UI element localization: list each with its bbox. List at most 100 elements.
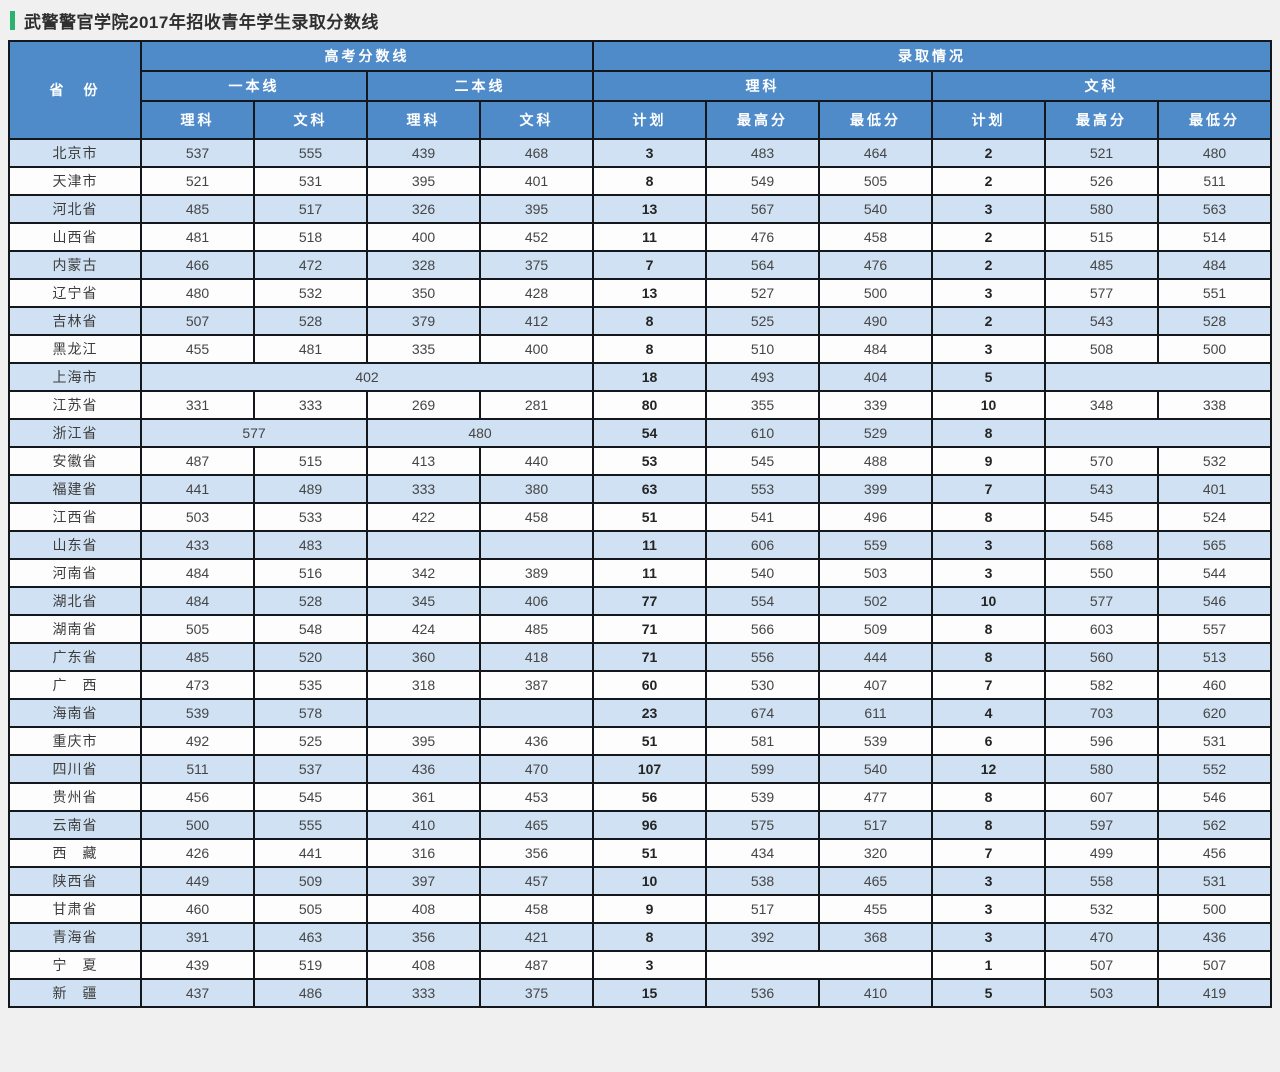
score-cell: 599 — [705, 754, 820, 784]
table-row: 宁 夏 439 519 408 487 3 1 507 507 — [8, 950, 1273, 980]
table-row: 河北省 485 517 326 395 13 567 540 3 580 563 — [8, 194, 1273, 224]
score-cell: 513 — [1156, 642, 1273, 672]
score-cell: 333 — [253, 390, 368, 420]
score-cell: 449 — [140, 866, 255, 896]
score-cell: 507 — [140, 306, 255, 336]
score-cell: 452 — [479, 222, 594, 252]
table-row: 江苏省 331 333 269 281 80 355 339 10 348 338 — [8, 390, 1273, 420]
score-cell: 607 — [1044, 782, 1159, 812]
score-cell: 407 — [818, 670, 933, 700]
province-cell: 重庆市 — [8, 726, 142, 756]
score-cell: 543 — [1044, 474, 1159, 504]
table-row: 贵州省 456 545 361 453 56 539 477 8 607 546 — [8, 782, 1273, 812]
score-cell: 546 — [1156, 586, 1273, 616]
score-cell: 375 — [479, 978, 594, 1008]
score-cell: 56 — [592, 782, 707, 812]
score-cell: 335 — [366, 334, 481, 364]
header-arts-min: 最低分 — [1156, 100, 1273, 140]
score-cell: 516 — [253, 558, 368, 588]
score-cell: 422 — [366, 502, 481, 532]
header-science-plan: 计划 — [592, 100, 707, 140]
score-cell: 528 — [1156, 306, 1273, 336]
score-cell: 456 — [1156, 838, 1273, 868]
score-cell: 509 — [818, 614, 933, 644]
score-cell: 468 — [479, 138, 594, 168]
score-cell: 60 — [592, 670, 707, 700]
score-cell: 8 — [592, 306, 707, 336]
score-cell — [1043, 418, 1273, 448]
score-cell: 518 — [253, 222, 368, 252]
score-cell — [366, 698, 481, 728]
score-cell: 410 — [366, 810, 481, 840]
score-cell: 63 — [592, 474, 707, 504]
score-cell: 606 — [705, 530, 820, 560]
score-cell: 511 — [1156, 166, 1273, 196]
score-cell: 391 — [140, 922, 255, 952]
score-cell: 436 — [479, 726, 594, 756]
score-cell: 515 — [253, 446, 368, 476]
score-cell: 433 — [140, 530, 255, 560]
score-cell: 503 — [140, 502, 255, 532]
score-cell: 538 — [705, 866, 820, 896]
score-cell: 348 — [1044, 390, 1159, 420]
score-cell: 2 — [931, 166, 1046, 196]
score-cell: 11 — [592, 530, 707, 560]
score-cell: 532 — [1156, 446, 1273, 476]
score-cell: 555 — [253, 810, 368, 840]
score-cell: 510 — [705, 334, 820, 364]
score-cell: 9 — [931, 446, 1046, 476]
province-cell: 福建省 — [8, 474, 142, 504]
score-cell: 421 — [479, 922, 594, 952]
score-cell: 477 — [818, 782, 933, 812]
score-cell: 536 — [705, 978, 820, 1008]
score-cell: 7 — [931, 474, 1046, 504]
score-cell: 575 — [705, 810, 820, 840]
province-cell: 浙江省 — [8, 418, 142, 448]
score-cell: 51 — [592, 502, 707, 532]
score-cell: 3 — [931, 194, 1046, 224]
score-cell: 611 — [818, 698, 933, 728]
score-cell: 577 — [1044, 586, 1159, 616]
table-row: 青海省 391 463 356 421 8 392 368 3 470 436 — [8, 922, 1273, 952]
score-cell: 436 — [1156, 922, 1273, 952]
score-cell: 500 — [140, 810, 255, 840]
score-cell: 470 — [1044, 922, 1159, 952]
table-row: 安徽省 487 515 413 440 53 545 488 9 570 532 — [8, 446, 1273, 476]
score-cell: 563 — [1156, 194, 1273, 224]
score-cell: 80 — [592, 390, 707, 420]
province-cell: 贵州省 — [8, 782, 142, 812]
score-cell: 581 — [705, 726, 820, 756]
score-cell: 524 — [1156, 502, 1273, 532]
header-admission-arts: 文科 — [930, 70, 1273, 102]
score-cell: 8 — [931, 642, 1046, 672]
score-cell: 439 — [366, 138, 481, 168]
score-cell: 320 — [818, 838, 933, 868]
score-cell: 350 — [366, 278, 481, 308]
score-cell: 458 — [479, 502, 594, 532]
score-cell: 4 — [931, 698, 1046, 728]
score-cell — [479, 698, 594, 728]
score-cell: 10 — [931, 390, 1046, 420]
score-cell: 345 — [366, 586, 481, 616]
score-cell: 525 — [705, 306, 820, 336]
score-cell: 539 — [818, 726, 933, 756]
score-cell: 539 — [140, 698, 255, 728]
score-cell: 549 — [705, 166, 820, 196]
score-cell: 356 — [366, 922, 481, 952]
score-cell: 3 — [931, 334, 1046, 364]
score-cell: 507 — [1156, 950, 1273, 980]
score-cell: 3 — [931, 922, 1046, 952]
score-cell: 503 — [818, 558, 933, 588]
score-cell: 517 — [705, 894, 820, 924]
table-row: 辽宁省 480 532 350 428 13 527 500 3 577 551 — [8, 278, 1273, 308]
table-row: 浙江省 577 480 54 610 529 8 — [8, 418, 1273, 448]
score-cell: 10 — [931, 586, 1046, 616]
score-cell: 546 — [1156, 782, 1273, 812]
score-cell: 514 — [1156, 222, 1273, 252]
score-cell: 531 — [253, 166, 368, 196]
score-cell: 503 — [1044, 978, 1159, 1008]
province-cell: 江苏省 — [8, 390, 142, 420]
province-cell: 甘肃省 — [8, 894, 142, 924]
score-cell: 509 — [253, 866, 368, 896]
